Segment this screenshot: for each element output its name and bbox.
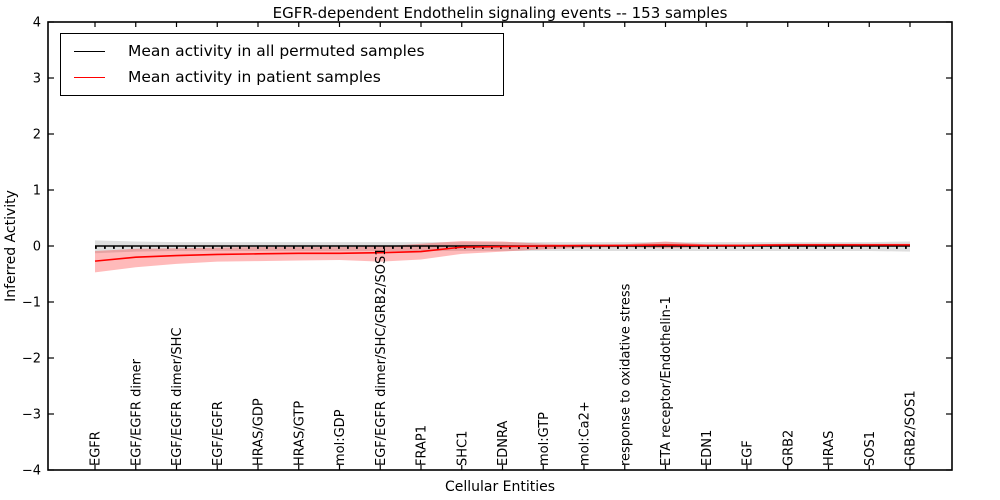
x-tick-label: EGF/EGFR dimer/SHC/GRB2/SOS1 — [374, 248, 389, 467]
x-axis-label: Cellular Entities — [444, 479, 556, 495]
y-tick-label: 3 — [33, 72, 41, 87]
legend: Mean activity in all permuted samples Me… — [60, 33, 504, 96]
x-tick-label: EGF — [741, 440, 756, 466]
x-tick-label: EGF/EGFR dimer/SHC — [170, 328, 185, 466]
x-tick-label: EGF/EGFR dimer — [129, 358, 144, 466]
x-tick-label: SHC1 — [455, 431, 470, 466]
permuted-line-swatch — [74, 51, 105, 53]
patient-mean-line — [94, 244, 910, 262]
y-tick-label: 0 — [33, 240, 41, 255]
legend-label: Mean activity in patient samples — [128, 67, 381, 86]
x-tick-label: GRB2/SOS1 — [904, 390, 919, 466]
x-tick-label: EGFR — [89, 431, 104, 466]
legend-label: Mean activity in all permuted samples — [128, 42, 425, 60]
x-tick-label: mol:GDP — [333, 409, 348, 466]
legend-entry-patient: Mean activity in patient samples — [61, 67, 503, 86]
axes-frame — [47, 21, 953, 471]
x-tick-label: GRB2 — [781, 430, 796, 466]
x-tick-label: ETA receptor/Endothelin-1 — [659, 296, 674, 466]
x-tick-label: FRAP1 — [415, 425, 430, 466]
y-tick-label: −4 — [22, 464, 41, 479]
x-tick-label: EDN1 — [700, 430, 715, 466]
x-tick-label: SOS1 — [863, 431, 878, 466]
x-tick-label: response to oxidative stress — [618, 283, 633, 466]
chart-title: EGFR-dependent Endothelin signaling even… — [272, 4, 728, 22]
y-tick-label: 1 — [33, 184, 41, 199]
y-tick-label: −2 — [22, 352, 41, 367]
patient-line-swatch — [74, 76, 105, 78]
y-tick-label: 4 — [33, 16, 41, 31]
y-tick-label: −3 — [22, 408, 41, 423]
x-tick-label: mol:GTP — [537, 412, 552, 466]
x-tick-label: mol:Ca2+ — [578, 401, 593, 466]
x-tick-label: HRAS/GTP — [292, 401, 307, 466]
x-tick-label: EGF/EGFR — [211, 401, 226, 466]
patient-band — [95, 240, 910, 273]
y-tick-label: −1 — [22, 296, 41, 311]
x-tick-label: HRAS/GDP — [252, 398, 267, 466]
x-tick-label: EDNRA — [496, 421, 511, 466]
x-tick-label: HRAS — [822, 431, 837, 466]
y-tick-label: 2 — [33, 128, 41, 143]
legend-entry-permuted: Mean activity in all permuted samples — [61, 42, 503, 60]
